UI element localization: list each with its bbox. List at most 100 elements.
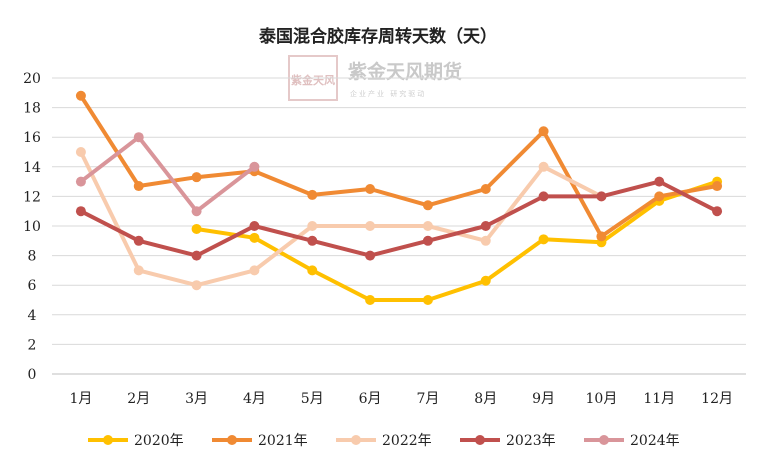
x-tick-label: 3月: [185, 391, 208, 407]
y-tick-label: 6: [28, 278, 37, 294]
data-point: [422, 200, 433, 211]
watermark-tagline: 企业产业 研究驱动: [350, 89, 426, 98]
data-point: [365, 184, 376, 194]
series-2023年: [75, 176, 723, 261]
series-lines: [75, 90, 723, 305]
x-tick-label: 9月: [532, 391, 555, 407]
data-point: [191, 172, 202, 183]
data-point: [133, 181, 144, 192]
data-point: [480, 275, 491, 286]
data-point: [596, 231, 607, 242]
y-tick-label: 8: [28, 249, 37, 265]
data-point: [249, 161, 260, 172]
data-point: [191, 250, 202, 261]
y-tick-label: 18: [23, 101, 41, 117]
data-point: [538, 126, 549, 137]
data-point: [191, 206, 202, 217]
data-point: [191, 280, 202, 291]
series-2021年: [75, 90, 723, 242]
legend-swatch-marker: [475, 435, 485, 445]
data-point: [480, 184, 491, 194]
y-tick-label: 4: [28, 308, 37, 324]
x-tick-label: 12月: [701, 391, 733, 407]
data-point: [133, 132, 144, 143]
y-axis: 0 2 4 6 8 10 12 14 16 18 20: [23, 71, 41, 383]
data-point: [538, 191, 549, 202]
legend-swatch-marker: [599, 435, 609, 445]
chart-title: 泰国混合胶库存周转天数（天）: [259, 26, 497, 47]
gridlines: [52, 77, 746, 375]
legend-swatch-marker: [351, 435, 361, 445]
data-point: [75, 90, 86, 101]
series-line: [78, 135, 257, 214]
x-tick-label: 2月: [127, 391, 150, 407]
x-tick-label: 4月: [243, 391, 266, 407]
x-tick-label: 11月: [643, 391, 675, 407]
legend-swatch-marker: [103, 435, 113, 445]
data-point: [249, 265, 260, 276]
x-tick-label: 8月: [474, 391, 497, 407]
legend-label: 2023年: [506, 433, 556, 449]
data-point: [422, 221, 433, 231]
data-point: [307, 235, 318, 246]
data-point: [307, 221, 318, 231]
series-line: [194, 179, 720, 302]
series-line: [78, 150, 604, 288]
x-axis: 1月 2月 3月 4月 5月 6月 7月 8月 9月 10月 11月 12月: [69, 391, 733, 407]
x-tick-label: 1月: [69, 391, 92, 407]
data-point: [365, 221, 376, 231]
data-point: [712, 181, 723, 192]
data-point: [191, 223, 202, 234]
y-tick-label: 20: [23, 71, 41, 87]
y-tick-label: 10: [23, 219, 41, 235]
legend-item: 2020年: [88, 433, 184, 449]
y-tick-label: 16: [23, 130, 41, 146]
legend-label: 2022年: [382, 433, 432, 449]
data-point: [365, 250, 376, 261]
watermark-name: 紫金天风期货: [348, 60, 462, 83]
data-point: [654, 191, 665, 202]
data-point: [422, 295, 433, 305]
legend-label: 2024年: [630, 433, 680, 449]
watermark-seal: 紫金天风: [291, 73, 335, 87]
legend-label: 2020年: [134, 433, 184, 449]
series-line: [78, 93, 720, 239]
data-point: [365, 295, 376, 305]
watermark-logo: 紫金天风 紫金天风期货 企业产业 研究驱动: [288, 55, 462, 101]
legend: 2020年 2021年 2022年 2023年 2024年: [88, 433, 680, 449]
data-point: [133, 235, 144, 246]
x-tick-label: 5月: [301, 391, 324, 407]
legend-item: 2023年: [460, 433, 556, 449]
data-point: [596, 191, 607, 202]
data-point: [249, 221, 260, 231]
data-point: [249, 232, 260, 243]
data-point: [75, 206, 86, 217]
data-point: [75, 176, 86, 187]
data-point: [480, 235, 491, 246]
legend-item: 2022年: [336, 433, 432, 449]
y-tick-label: 2: [28, 337, 37, 353]
x-tick-label: 7月: [416, 391, 439, 407]
series-line: [78, 179, 720, 258]
legend-item: 2021年: [212, 433, 308, 449]
x-tick-label: 10月: [586, 391, 618, 407]
data-point: [538, 234, 549, 245]
data-point: [654, 176, 665, 187]
data-point: [307, 189, 318, 200]
series-2024年: [75, 132, 260, 217]
data-point: [712, 206, 723, 217]
data-point: [75, 147, 86, 157]
x-tick-label: 6月: [359, 391, 382, 407]
series-2022年: [75, 147, 607, 291]
data-point: [422, 235, 433, 246]
data-point: [480, 221, 491, 231]
data-point: [307, 265, 318, 276]
y-tick-label: 0: [28, 367, 37, 383]
legend-item: 2024年: [584, 433, 680, 449]
legend-label: 2021年: [258, 433, 308, 449]
data-point: [538, 161, 549, 172]
y-tick-label: 14: [23, 160, 41, 176]
data-point: [133, 265, 144, 276]
y-tick-label: 12: [23, 189, 41, 205]
